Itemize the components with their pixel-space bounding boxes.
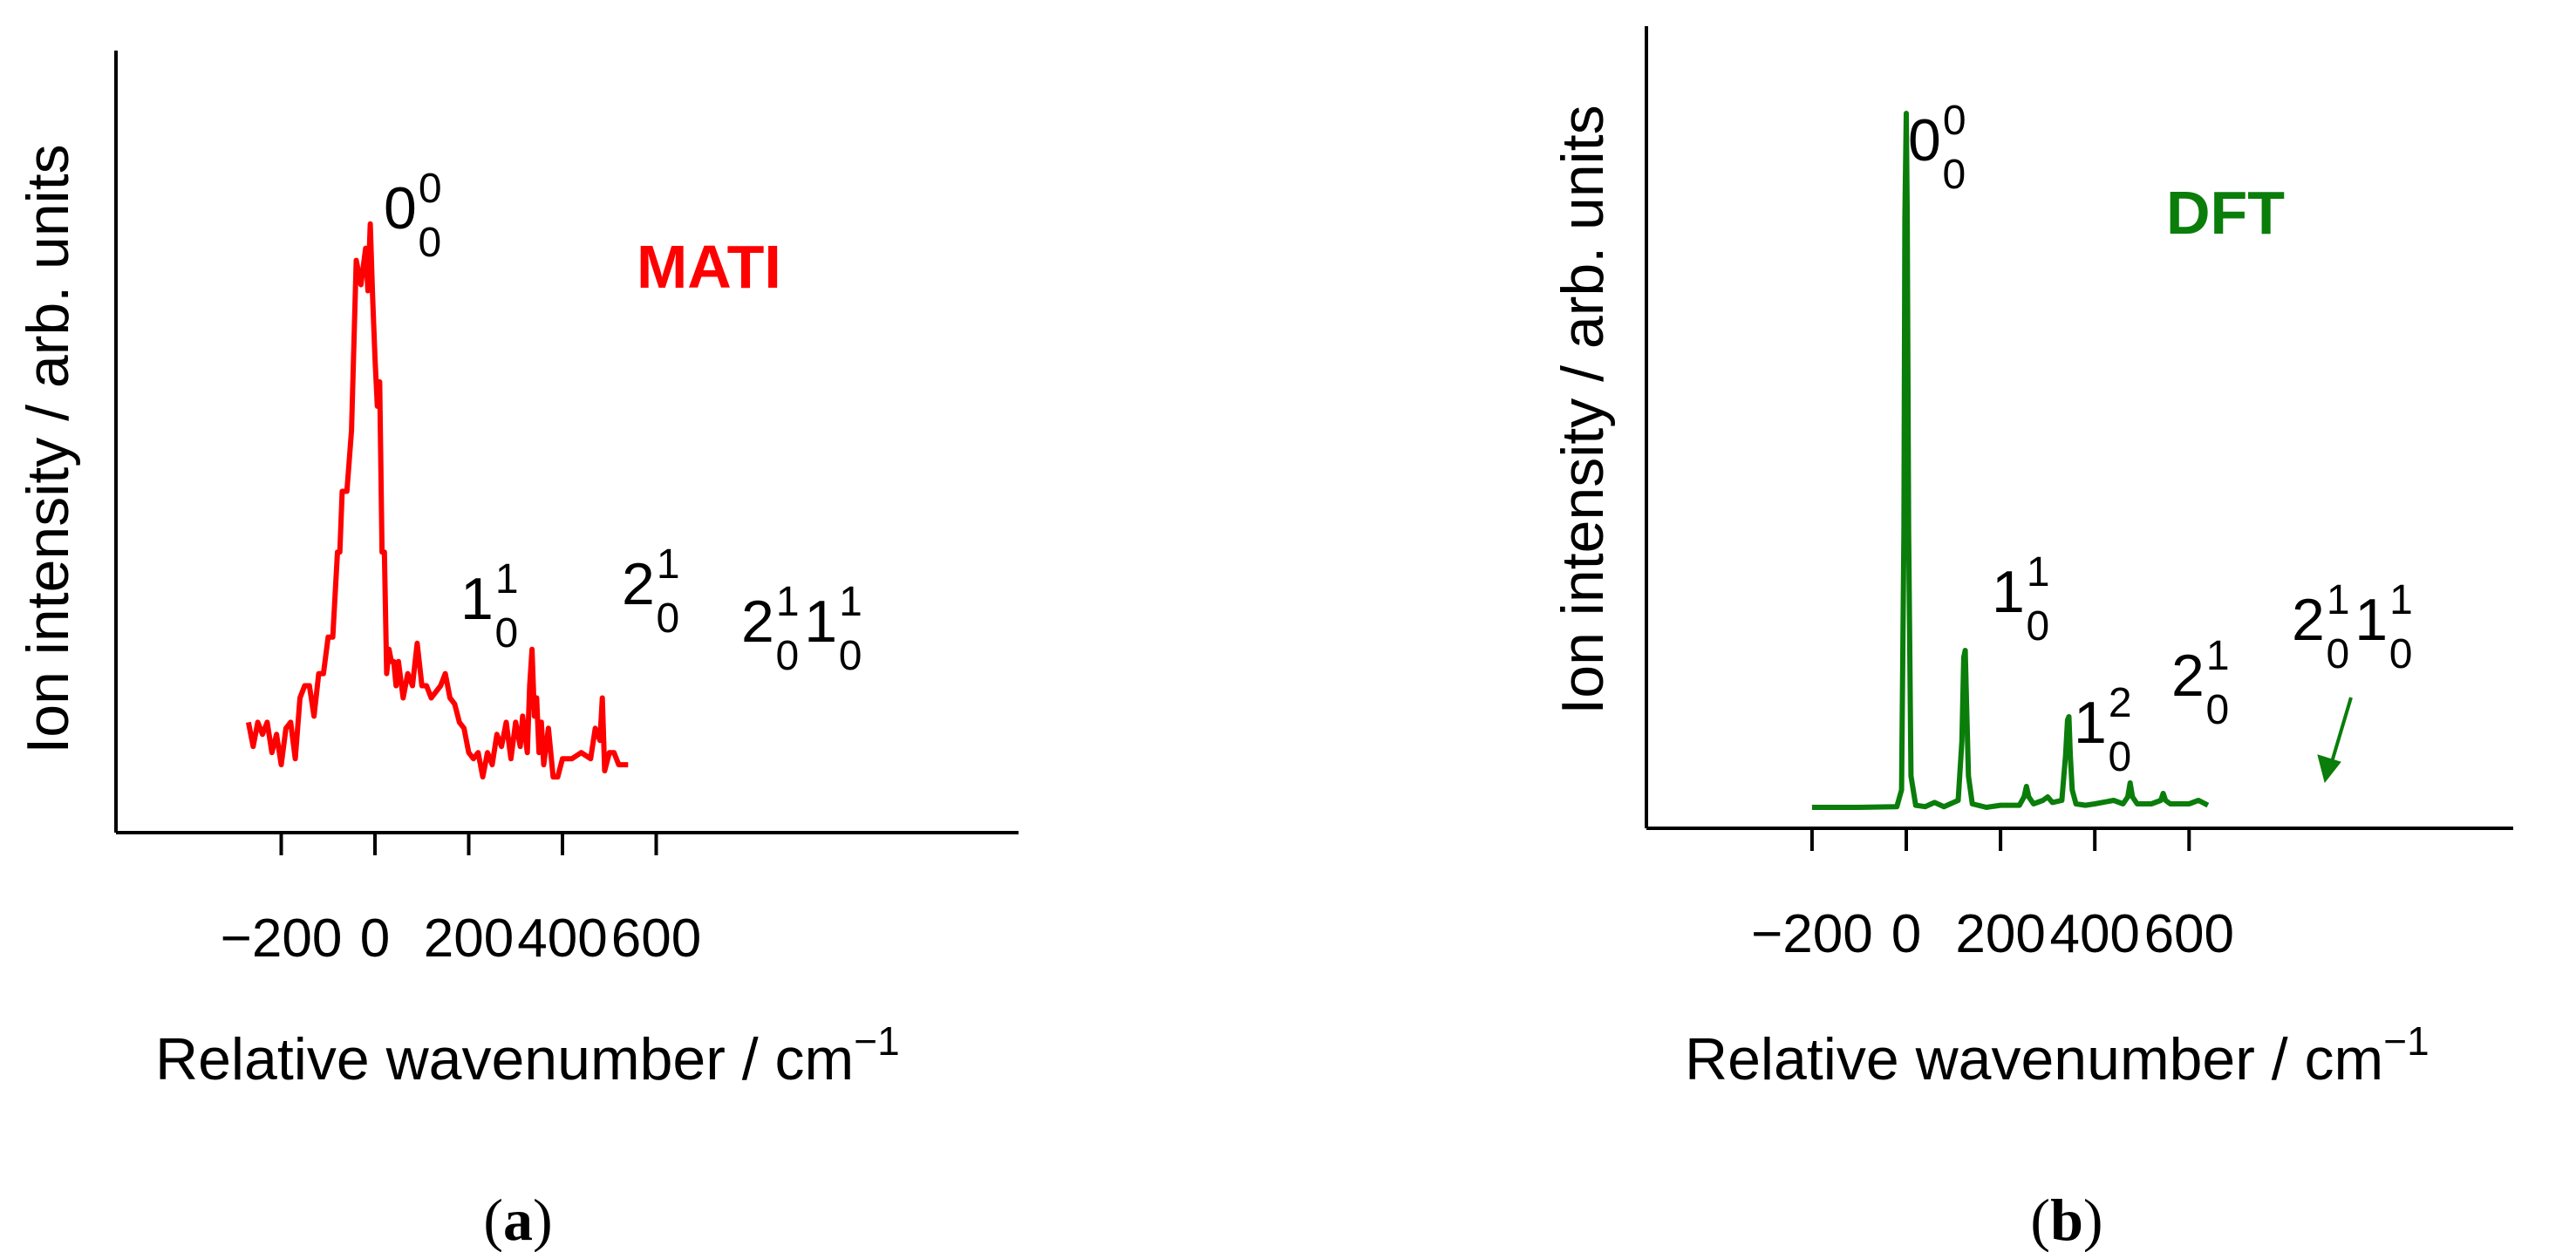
panel-b-peak-label: 11 0 bbox=[1992, 549, 2050, 650]
panel-b-caption: (b) bbox=[2030, 1187, 2102, 1252]
panel-b-x-tick-label: −200 bbox=[1751, 904, 1873, 964]
panel-b-x-tick-label: 600 bbox=[2144, 904, 2234, 964]
panel-a-y-axis-title: Ion intensity / arb. units bbox=[15, 144, 81, 753]
panel-a-x-tick-label: 600 bbox=[611, 908, 701, 969]
panel-b-x-tick-label: 200 bbox=[1955, 904, 2045, 964]
panel-a-caption: (a) bbox=[483, 1187, 552, 1252]
panel-a-peak-label: 11 0 bbox=[460, 556, 519, 657]
panel-b-x-tick-label: 0 bbox=[1891, 904, 1921, 964]
panel-a-peak-label: 00 0 bbox=[384, 166, 442, 266]
panel-b-peak-label: 12 0 bbox=[2074, 680, 2132, 780]
panel-b-series-label: DFT bbox=[2166, 179, 2285, 247]
panel-a-chart: −200 0 200 400 600 Ion intensity / arb. unit… bbox=[15, 51, 1019, 1252]
panel-b-x-axis-title: Relative wavenumber / cm−1 bbox=[1685, 1018, 2429, 1092]
panel-b-chart: −200 0 200 400 600 Ion intensity / arb. unit… bbox=[1550, 26, 2513, 1252]
panel-a-x-tick-label: 200 bbox=[424, 908, 514, 969]
panel-a-series-label: MATI bbox=[637, 233, 781, 301]
panel-a-x-tick-label: −200 bbox=[221, 908, 343, 969]
panel-a-x-tick-label: 400 bbox=[517, 908, 607, 969]
panel-a-x-tick-label: 0 bbox=[360, 908, 390, 969]
panel-b-peak-label: 21 011 0 bbox=[2292, 577, 2413, 677]
panel-b-x-tick-label: 400 bbox=[2049, 904, 2139, 964]
panel-a-peak-label: 21 011 0 bbox=[741, 579, 862, 679]
panel-b-peak-label: 00 0 bbox=[1908, 98, 1966, 198]
panel-a-mati-series-line bbox=[245, 221, 629, 780]
panel-b-dft-series-line bbox=[1811, 111, 2210, 810]
panel-b-y-axis-title: Ion intensity / arb. units bbox=[1550, 105, 1616, 714]
panel-a-x-axis-title: Relative wavenumber / cm−1 bbox=[155, 1018, 900, 1092]
panel-b-peak-label: 21 0 bbox=[2171, 633, 2230, 733]
panel-b-peak-arrow bbox=[2317, 697, 2353, 784]
panel-a-peak-label: 21 0 bbox=[622, 541, 680, 642]
